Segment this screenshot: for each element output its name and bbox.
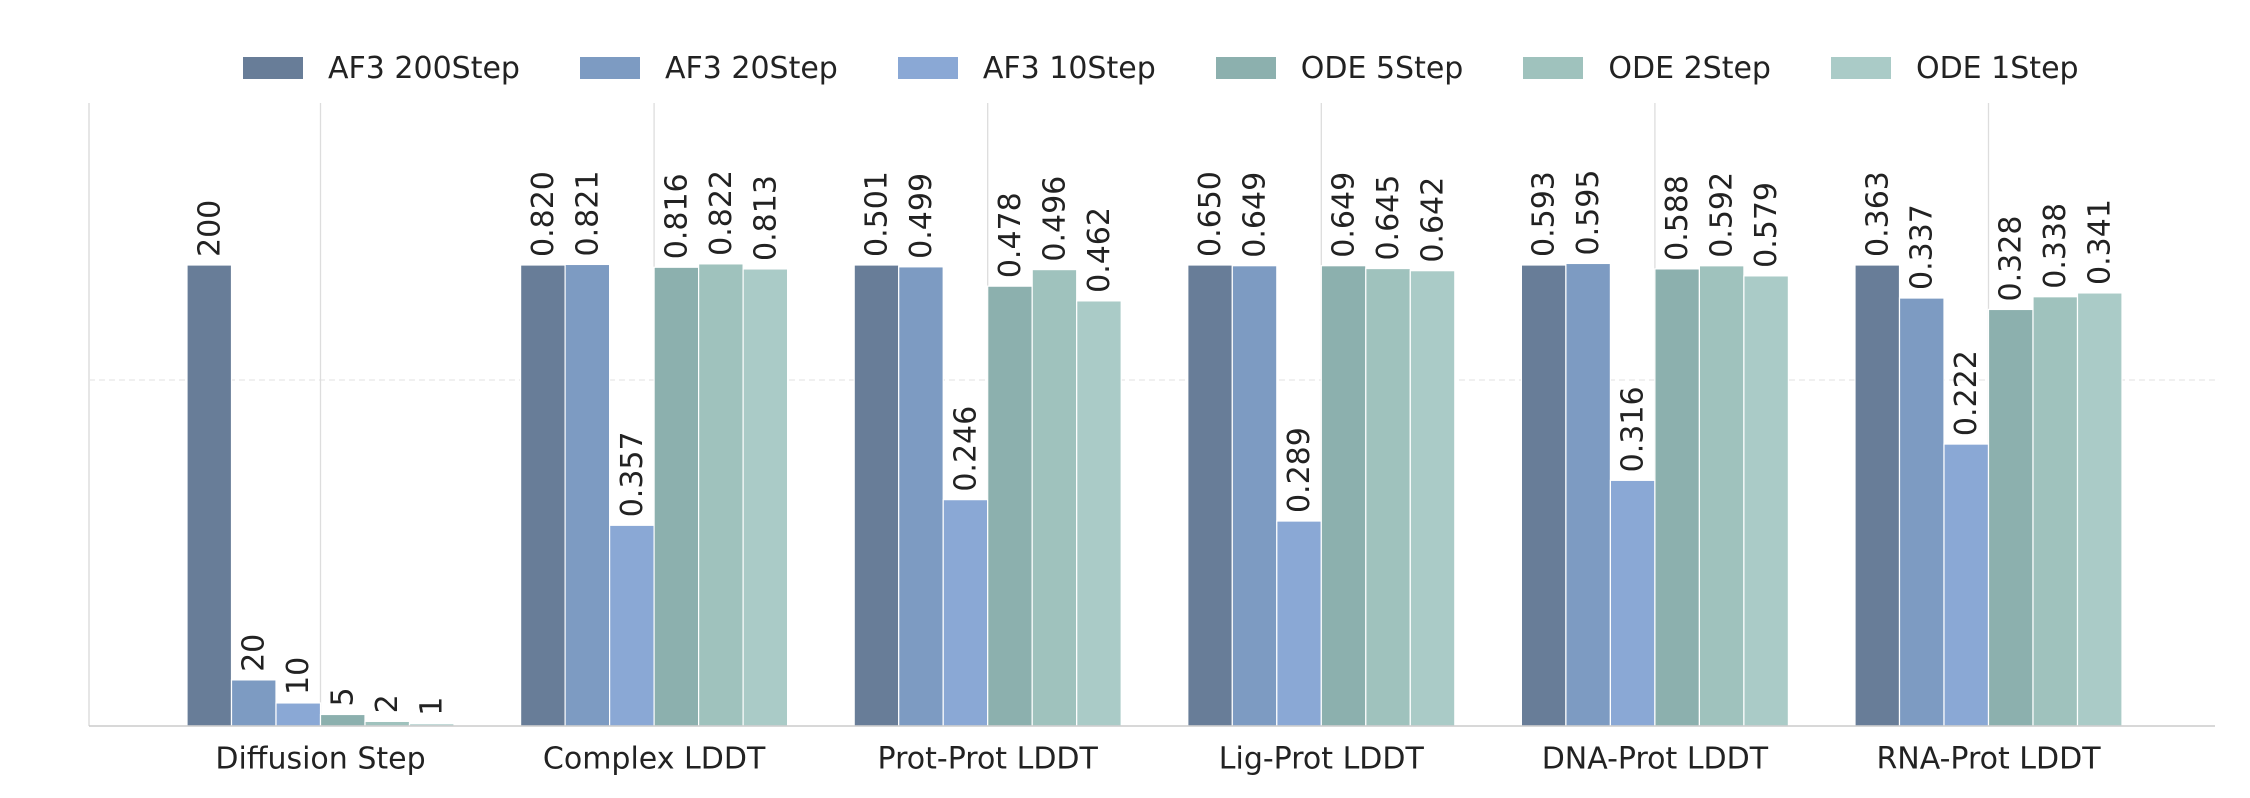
bar xyxy=(608,524,655,727)
data-label: 0.246 xyxy=(948,406,983,492)
bar xyxy=(1854,264,1901,727)
data-label: 0.579 xyxy=(1749,182,1784,268)
legend-item-ode-5step: ODE 5Step xyxy=(1215,50,1464,86)
data-label: 0.496 xyxy=(1037,176,1072,262)
data-label: 10 xyxy=(281,657,316,695)
data-label: 0.593 xyxy=(1527,171,1562,257)
data-label: 0.650 xyxy=(1193,171,1228,257)
bar xyxy=(1565,262,1612,727)
data-label: 0.363 xyxy=(1860,171,1895,257)
legend-swatch-ode-1step xyxy=(1830,57,1891,79)
bar xyxy=(653,266,700,727)
data-label: 1 xyxy=(415,697,450,716)
legend-label-ode-2step: ODE 2Step xyxy=(1608,50,1771,86)
data-label: 0.649 xyxy=(1327,172,1362,258)
bar xyxy=(1320,265,1367,727)
data-label: 0.478 xyxy=(993,192,1028,278)
legend-item-af3-200step: AF3 200Step xyxy=(243,51,520,86)
bar xyxy=(186,264,233,727)
data-label: 0.645 xyxy=(1371,175,1406,261)
bar xyxy=(275,702,322,727)
data-label: 0.501 xyxy=(859,171,894,257)
chart-legend: AF3 200Step AF3 20Step AF3 10Step ODE 5S… xyxy=(243,46,2139,90)
bar xyxy=(1365,267,1411,727)
data-label: 200 xyxy=(192,200,227,257)
legend-item-ode-1step: ODE 1Step xyxy=(1830,50,2079,86)
legend-item-ode-2step: ODE 2Step xyxy=(1523,51,1771,86)
data-label: 0.289 xyxy=(1282,427,1317,513)
x-tick-label: Lig-Prot LDDT xyxy=(1219,742,1425,777)
data-label: 2 xyxy=(370,694,405,713)
bar xyxy=(1609,479,1656,727)
legend-label-af3-20step: AF3 20Step xyxy=(664,50,838,86)
data-label: 0.357 xyxy=(615,431,650,517)
bar xyxy=(564,263,611,727)
bar xyxy=(2076,292,2123,727)
bar xyxy=(1520,264,1567,727)
data-label: 0.822 xyxy=(704,170,739,256)
data-label: 0.588 xyxy=(1660,175,1695,261)
data-label: 0.222 xyxy=(1949,350,1984,436)
data-label: 0.649 xyxy=(1238,172,1273,258)
legend-item-af3-10step: AF3 10Step xyxy=(897,50,1156,86)
data-label: 20 xyxy=(237,634,272,672)
bar xyxy=(1898,297,1945,727)
x-tick-label: DNA-Prot LDDT xyxy=(1542,742,1769,777)
bar xyxy=(1698,265,1745,727)
bar xyxy=(898,266,944,727)
legend-swatch-ode-5step xyxy=(1215,57,1276,79)
x-tick-label: RNA-Prot LDDT xyxy=(1876,742,2101,777)
bar xyxy=(1276,520,1322,727)
data-label: 0.337 xyxy=(1905,204,1940,290)
bar xyxy=(1409,270,1456,727)
data-label: 0.328 xyxy=(1994,216,2029,302)
bar xyxy=(1231,265,1278,727)
data-label: 0.642 xyxy=(1416,177,1451,263)
legend-item-af3-20step: AF3 20Step xyxy=(579,50,838,86)
legend-label-ode-1step: ODE 1Step xyxy=(1915,50,2079,86)
data-label: 0.813 xyxy=(748,175,783,261)
x-tick-label: Prot-Prot LDDT xyxy=(878,742,1099,777)
legend-label-af3-10step: AF3 10Step xyxy=(982,50,1156,86)
legend-swatch-af3-20step xyxy=(579,57,640,79)
bar xyxy=(853,264,900,727)
legend-swatch-af3-200step xyxy=(243,57,303,79)
bar xyxy=(2032,296,2079,727)
bar xyxy=(319,713,366,727)
data-label: 0.592 xyxy=(1705,172,1740,258)
legend-swatch-ode-2step xyxy=(1523,57,1584,79)
legend-label-ode-5step: ODE 5Step xyxy=(1300,50,1464,86)
bar xyxy=(1987,308,2034,727)
bar xyxy=(987,285,1033,727)
bar xyxy=(519,264,566,727)
data-label: 0.595 xyxy=(1571,170,1606,256)
data-label: 0.462 xyxy=(1082,207,1117,293)
bar xyxy=(1654,268,1701,727)
bar xyxy=(1076,300,1122,727)
bar xyxy=(697,263,744,727)
data-label: 0.821 xyxy=(570,171,605,257)
bar xyxy=(230,679,277,727)
bar xyxy=(1187,264,1233,727)
data-label: 0.338 xyxy=(2038,203,2073,289)
bar xyxy=(1743,275,1790,727)
data-label: 0.820 xyxy=(526,171,561,257)
bar xyxy=(742,268,789,727)
bar xyxy=(942,499,989,727)
legend-swatch-af3-10step xyxy=(897,57,958,79)
data-label: 0.499 xyxy=(904,173,939,259)
legend-label-af3-200step: AF3 200Step xyxy=(328,50,520,86)
data-label: 5 xyxy=(326,687,361,706)
data-label: 0.341 xyxy=(2083,199,2118,285)
bar xyxy=(1031,269,1078,727)
x-tick-label: Complex LDDT xyxy=(543,742,766,777)
data-label: 0.316 xyxy=(1616,386,1651,472)
x-tick-label: Diffusion Step xyxy=(215,742,425,777)
data-label: 0.816 xyxy=(659,173,694,259)
bar xyxy=(1943,443,1990,727)
